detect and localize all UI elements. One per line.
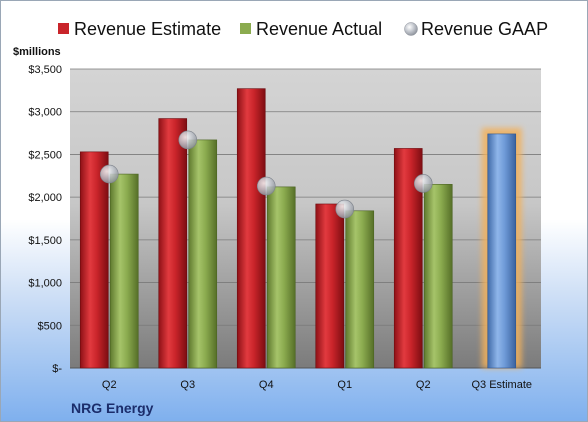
y-tick-label: $1,000 bbox=[28, 278, 62, 290]
x-tick-label: Q3 bbox=[180, 379, 195, 391]
marker-revenue-gaap bbox=[256, 176, 276, 196]
legend-swatch bbox=[404, 22, 418, 36]
marker-revenue-gaap bbox=[335, 199, 355, 219]
gridlines bbox=[70, 68, 541, 369]
bar-revenue-estimate bbox=[79, 151, 109, 369]
y-tick-label: $2,000 bbox=[28, 192, 62, 204]
x-tick-label: Q4 bbox=[259, 379, 274, 391]
y-tick-label: $500 bbox=[38, 320, 62, 332]
x-tick-label: Q1 bbox=[337, 379, 352, 391]
bar-q3-estimate bbox=[487, 133, 517, 369]
legend-label: Revenue GAAP bbox=[421, 19, 548, 39]
x-tick-label: Q2 bbox=[416, 379, 431, 391]
company-name: NRG Energy bbox=[71, 400, 154, 416]
legend-label: Revenue Actual bbox=[256, 19, 382, 39]
marker-revenue-gaap bbox=[99, 164, 119, 184]
y-tick-label: $3,500 bbox=[28, 64, 62, 76]
bar-revenue-actual bbox=[109, 173, 139, 369]
bar-revenue-estimate bbox=[236, 88, 266, 369]
plot-area bbox=[70, 69, 541, 368]
bar-revenue-estimate bbox=[158, 118, 188, 369]
bar-revenue-actual bbox=[423, 184, 453, 369]
bar-revenue-actual bbox=[345, 210, 375, 369]
x-tick-label: Q2 bbox=[102, 379, 117, 391]
y-tick-label: $- bbox=[52, 363, 62, 375]
legend-swatch bbox=[240, 23, 251, 34]
bars bbox=[79, 88, 522, 369]
bar-revenue-actual bbox=[266, 186, 296, 369]
bar-revenue-actual bbox=[188, 139, 218, 369]
x-tick-label: Q3 Estimate bbox=[471, 379, 532, 391]
legend-label: Revenue Estimate bbox=[74, 19, 221, 39]
y-tick-label: $1,500 bbox=[28, 235, 62, 247]
bar-revenue-estimate bbox=[315, 203, 345, 369]
y-axis-ticks: $- $500 $1,000 $1,500 $2,000 $2,500 $3,000 $3,5… bbox=[28, 64, 62, 375]
chart-legend: Revenue Estimate Revenue Actual Revenue GA… bbox=[58, 19, 548, 39]
legend-swatch bbox=[58, 23, 69, 34]
marker-revenue-gaap bbox=[178, 130, 198, 150]
x-axis-ticks: Q2 Q3 Q4 Q1 Q2 Q3 Estimate bbox=[102, 379, 532, 391]
y-tick-label: $2,500 bbox=[28, 149, 62, 161]
y-axis-unit-label: $millions bbox=[13, 46, 61, 58]
y-tick-label: $3,000 bbox=[28, 107, 62, 119]
marker-revenue-gaap bbox=[413, 174, 433, 193]
gaap-markers bbox=[99, 130, 433, 219]
